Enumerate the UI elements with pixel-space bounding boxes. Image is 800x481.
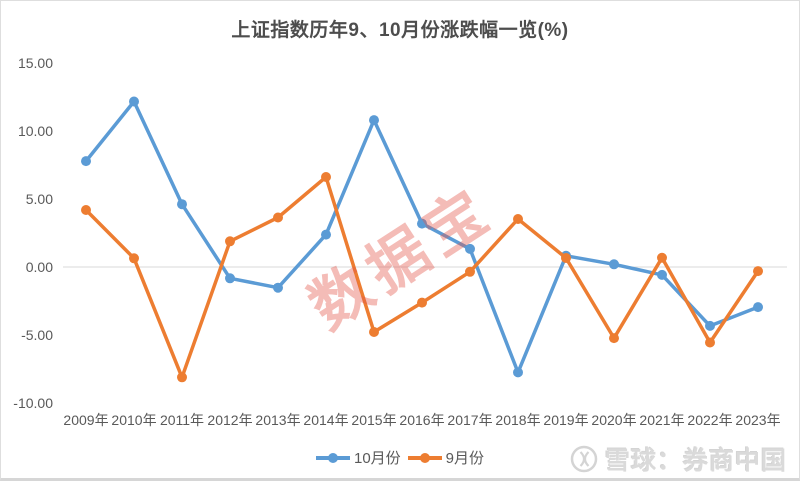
data-point-marker [465, 266, 475, 277]
y-tick-label: -10.00 [13, 395, 53, 411]
legend-label-september: 9月份 [445, 450, 485, 467]
october-line-marker-icon [315, 452, 350, 463]
data-point-marker [705, 337, 715, 348]
data-point-marker [321, 229, 331, 240]
x-axis-label: 2017年 [447, 412, 493, 428]
data-point-marker [129, 96, 139, 107]
x-axis-label: 2010年 [111, 412, 157, 428]
brand-text: 雪球：券商中国 [604, 447, 787, 475]
x-axis-label: 2018年 [495, 412, 541, 428]
series-line-1 [84, 175, 760, 380]
data-point-marker [417, 218, 427, 229]
data-point-marker [609, 259, 619, 270]
data-point-marker [81, 205, 91, 215]
x-axis-label: 2013年 [255, 412, 301, 428]
data-point-marker [321, 172, 331, 182]
data-point-marker [753, 266, 763, 277]
data-point-marker [513, 214, 523, 224]
legend-item-september: 9月份 [407, 447, 485, 468]
data-point-marker [561, 253, 571, 263]
data-point-marker [273, 212, 283, 223]
data-point-marker [417, 297, 427, 308]
data-point-marker [225, 273, 235, 284]
x-axis-label: 2014年 [303, 412, 349, 428]
data-point-marker [369, 327, 379, 337]
data-point-marker [705, 320, 715, 331]
chart-legend: 10月份 9月份 [1, 447, 799, 468]
x-axis-label: 2015年 [351, 412, 397, 428]
x-axis-label: 2016年 [399, 412, 445, 428]
xueqiu-snowball-icon [570, 445, 598, 473]
data-point-marker [81, 156, 91, 167]
data-point-marker [177, 199, 187, 210]
chart-title: 上证指数历年9、10月份涨跌幅一览(%) [231, 20, 569, 41]
data-point-marker [609, 333, 619, 344]
y-tick-label: 0.00 [25, 259, 53, 275]
data-point-marker [465, 243, 475, 254]
y-tick-label: -5.00 [21, 327, 53, 343]
y-tick-label: 5.00 [25, 191, 53, 207]
data-point-marker [225, 236, 235, 247]
legend-item-october: 10月份 [315, 447, 401, 468]
x-axis-label: 2012年 [207, 412, 253, 428]
y-tick-label: 10.00 [17, 123, 53, 139]
data-point-marker [369, 115, 379, 126]
x-axis-label: 2009年 [63, 412, 109, 428]
x-axis-label: 2019年 [543, 412, 589, 428]
x-axis-label: 2020年 [591, 412, 637, 428]
series-line-0 [84, 99, 760, 375]
x-axis-label: 2021年 [639, 412, 685, 428]
xueqiu-brand-watermark: 雪球：券商中国 [570, 441, 787, 477]
september-line-marker-icon [407, 452, 442, 463]
legend-label-october: 10月份 [353, 450, 401, 467]
x-axis-label: 2022年 [687, 412, 733, 428]
data-point-marker [753, 302, 763, 313]
data-point-marker [273, 282, 283, 293]
data-point-marker [657, 269, 667, 280]
data-point-marker [657, 252, 667, 263]
data-point-marker [129, 253, 139, 264]
data-point-marker [513, 367, 523, 378]
x-axis-label: 2011年 [159, 412, 205, 428]
y-tick-label: 15.00 [17, 55, 53, 71]
x-axis-label: 2023年 [735, 412, 781, 428]
data-point-marker [177, 372, 187, 383]
